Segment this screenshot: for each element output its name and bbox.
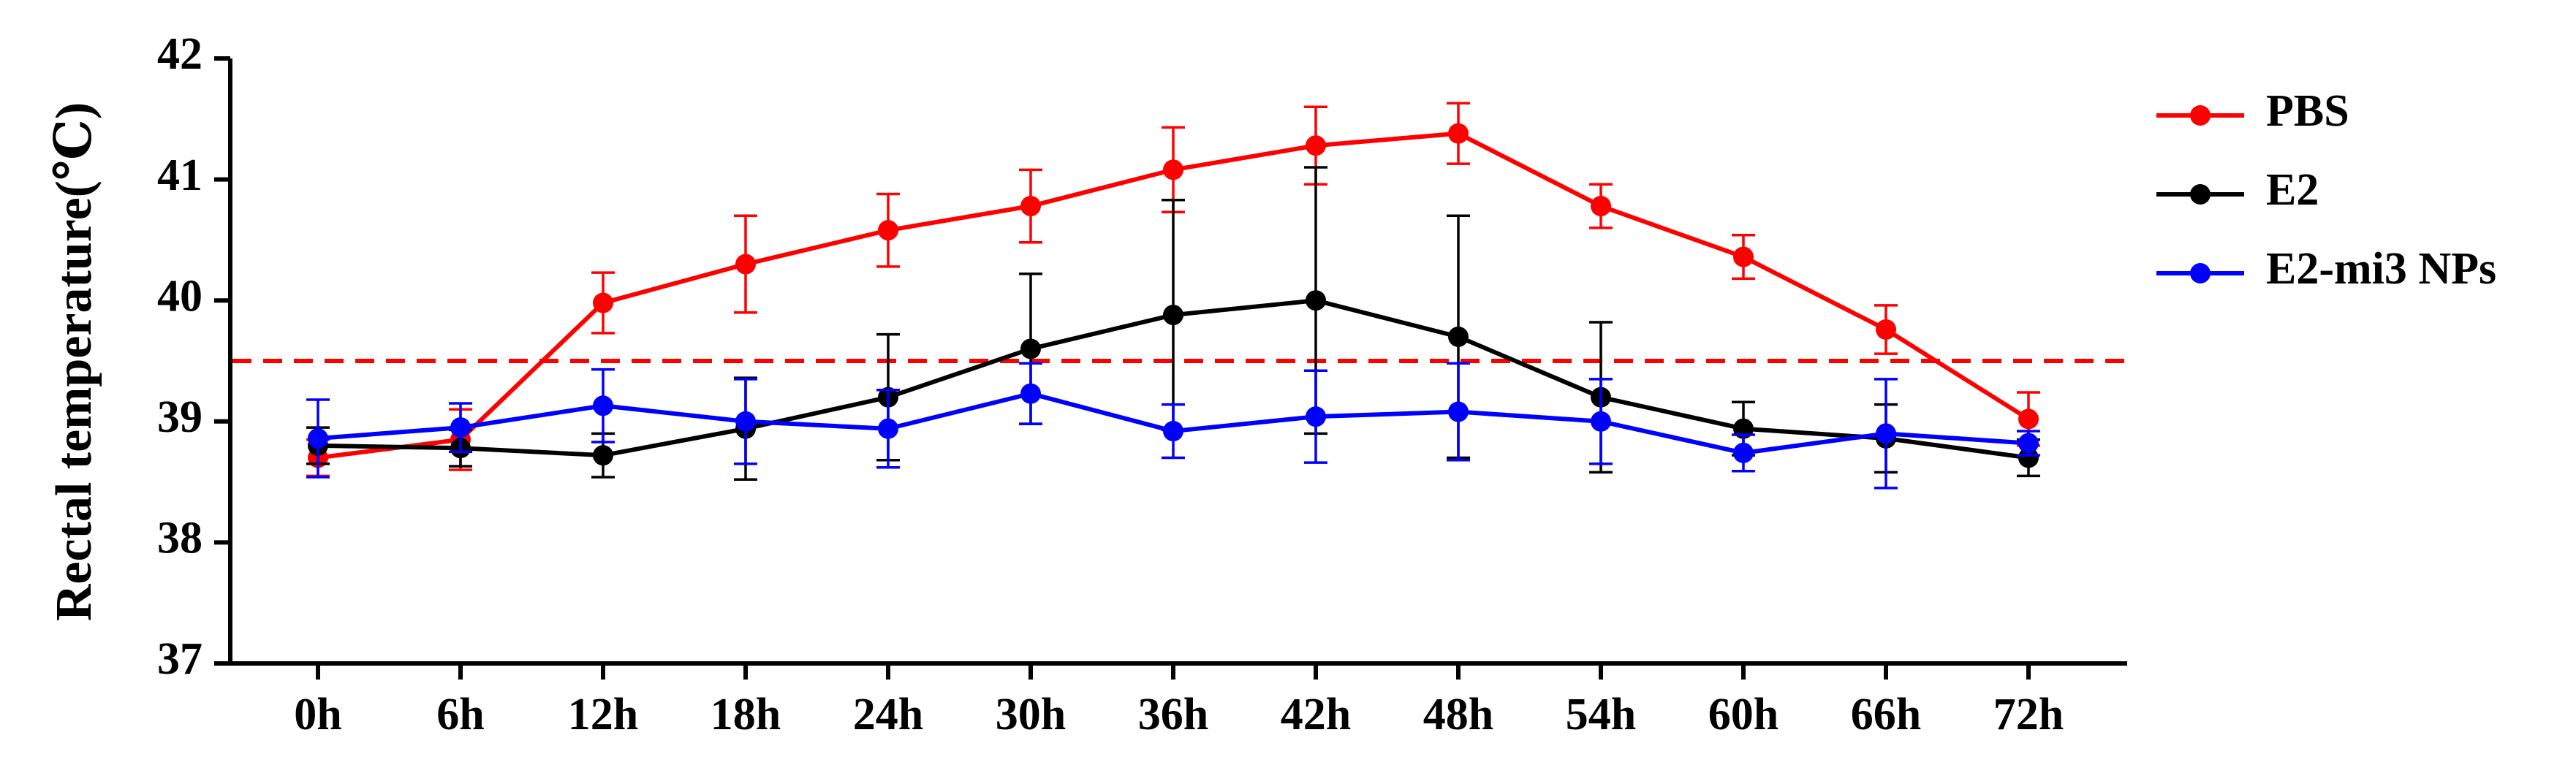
x-tick-label: 66h — [1851, 690, 1921, 739]
y-tick-label: 39 — [157, 392, 202, 442]
series-e2-mi3-nps — [306, 362, 2040, 490]
data-point — [1448, 401, 1469, 422]
data-point — [1876, 319, 1896, 340]
legend-swatch-marker — [2190, 105, 2211, 126]
data-point — [1163, 421, 1183, 442]
plot-area — [232, 102, 2127, 490]
data-point — [593, 395, 613, 416]
data-point — [1306, 135, 1326, 156]
x-tick-label: 18h — [711, 690, 781, 739]
legend-label: PBS — [2266, 86, 2349, 136]
data-point — [1591, 196, 1611, 217]
y-tick-label: 38 — [157, 514, 202, 563]
data-point — [308, 427, 328, 449]
data-point — [1163, 305, 1183, 326]
data-point — [1733, 442, 1754, 463]
x-tick-label: 30h — [996, 690, 1066, 739]
data-point — [1020, 196, 1041, 217]
x-tick-label: 42h — [1281, 690, 1351, 739]
data-point — [1448, 326, 1469, 347]
data-point — [593, 292, 613, 313]
x-tick-label: 12h — [568, 690, 638, 739]
legend-item: E2-mi3 NPs — [2156, 244, 2496, 294]
data-point — [1306, 406, 1326, 427]
data-point — [1020, 383, 1041, 404]
y-tick-label: 37 — [157, 634, 202, 684]
axes: 37 38 39 40 41 42 0h 6h 12h 18h 24h 30h 36h 42h 48h 54h… — [157, 29, 2127, 739]
data-point — [450, 417, 471, 438]
legend: PBS E2 E2-mi3 NPs — [2156, 86, 2496, 294]
data-point — [2018, 408, 2039, 430]
x-tick-label: 72h — [1993, 690, 2064, 739]
data-point — [1163, 159, 1183, 180]
data-point — [593, 445, 613, 466]
data-point — [2018, 447, 2039, 468]
legend-item: E2 — [2156, 165, 2319, 215]
data-point — [878, 418, 898, 439]
data-point — [1448, 123, 1469, 144]
x-tick-label: 60h — [1708, 690, 1778, 739]
data-point — [735, 254, 756, 275]
data-point — [735, 411, 756, 432]
x-tick-label: 24h — [853, 690, 923, 739]
legend-label: E2-mi3 NPs — [2266, 244, 2496, 294]
x-tick-label: 6h — [436, 690, 484, 739]
y-tick-label: 42 — [157, 29, 202, 79]
x-tick-label: 36h — [1138, 690, 1208, 739]
data-point — [1876, 423, 1896, 444]
data-point — [1591, 411, 1611, 432]
y-axis-label: Rectal temperature(℃) — [46, 102, 102, 621]
data-point — [1733, 246, 1754, 267]
legend-label: E2 — [2266, 165, 2319, 215]
legend-item: PBS — [2156, 86, 2349, 136]
data-point — [2018, 433, 2039, 454]
x-tick-label: 54h — [1566, 690, 1636, 739]
x-tick-label: 0h — [294, 690, 341, 739]
data-point — [1306, 290, 1326, 311]
y-tick-label: 40 — [157, 271, 202, 321]
legend-swatch-marker — [2190, 184, 2211, 205]
x-tick-label: 48h — [1423, 690, 1493, 739]
y-tick-label: 41 — [157, 151, 202, 200]
data-point — [878, 220, 898, 241]
data-point — [1020, 338, 1041, 359]
legend-swatch-marker — [2190, 263, 2211, 283]
